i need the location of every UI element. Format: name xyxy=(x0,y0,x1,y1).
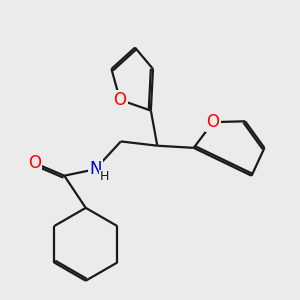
Text: H: H xyxy=(100,170,109,184)
Text: O: O xyxy=(113,91,127,109)
Text: O: O xyxy=(28,154,41,172)
Text: O: O xyxy=(206,113,220,131)
Text: N: N xyxy=(89,160,101,178)
